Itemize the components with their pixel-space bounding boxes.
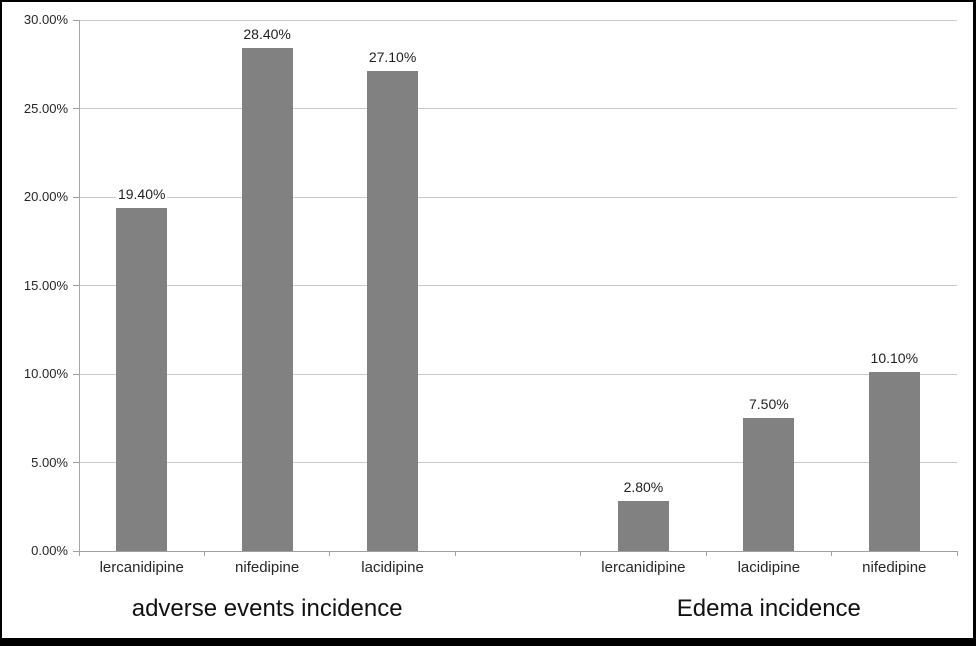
category-label: lacidipine	[361, 559, 424, 576]
bar-nifedipine	[868, 372, 920, 551]
y-axis-tick-label: 5.00%	[31, 454, 68, 470]
y-axis-tick	[73, 108, 79, 109]
y-axis-tick-label: 30.00%	[23, 12, 68, 27]
y-axis-line	[79, 20, 80, 551]
y-axis-tick	[73, 196, 79, 198]
y-axis-tick-label: 10.00%	[23, 366, 68, 381]
value-label-text: 28.40%	[241, 26, 293, 43]
value-label-text: 10.10%	[868, 350, 921, 367]
x-axis-tick	[705, 551, 707, 556]
value-label: 2.80%	[581, 479, 706, 496]
value-label: 7.50%	[706, 396, 831, 413]
category-label: lercanidipine	[601, 559, 686, 576]
gridline	[79, 462, 957, 463]
y-axis-tick-label: 20.00%	[23, 189, 68, 204]
y-axis-tick-label: 15.00%	[23, 277, 68, 293]
category-label: nifedipine	[235, 559, 300, 576]
y-axis-tick	[73, 373, 79, 375]
y-axis-tick	[73, 550, 79, 552]
y-axis-tick-label: 25.00%	[23, 100, 68, 116]
category-label: nifedipine	[862, 559, 927, 576]
value-label: 10.10%	[832, 350, 957, 367]
gridline	[79, 19, 957, 21]
y-axis-tick	[73, 285, 79, 286]
gridline	[79, 373, 957, 375]
value-label-text: 7.50%	[747, 396, 791, 413]
x-axis-tick	[78, 551, 80, 556]
bar-lercanidipine	[116, 207, 168, 551]
y-axis-tick	[73, 462, 79, 463]
value-label: 19.40%	[79, 185, 204, 203]
bar-lacidipine	[367, 71, 419, 551]
value-label-text: 2.80%	[621, 479, 666, 496]
bar-lacidipine	[743, 418, 795, 551]
gridline	[79, 108, 957, 109]
x-axis-tick	[454, 551, 456, 556]
group-label: adverse events incidence	[131, 595, 403, 622]
x-axis-line	[79, 550, 957, 552]
gridline	[79, 196, 957, 198]
value-label: 27.10%	[330, 49, 455, 66]
x-axis-tick	[580, 551, 582, 556]
value-label-text: 27.10%	[366, 49, 419, 66]
value-label-text: 19.40%	[115, 185, 168, 202]
y-axis-tick-label: 0.00%	[31, 543, 68, 558]
x-axis-tick	[329, 551, 331, 556]
bar-nifedipine	[241, 48, 293, 551]
x-axis-tick	[831, 551, 833, 556]
plot-area: 0.00% 5.00% 10.00% 15.00% 20.00% 25.00% 30.00%…	[24, 12, 958, 622]
category-label: lercanidipine	[99, 559, 184, 576]
gridline	[79, 285, 957, 286]
x-axis-tick	[203, 551, 205, 556]
category-label: lacidipine	[737, 559, 801, 576]
group-label: Edema incidence	[676, 595, 861, 622]
y-axis-tick	[73, 19, 79, 21]
bar-lercanidipine	[617, 501, 669, 551]
x-axis-tick	[956, 551, 958, 556]
value-label: 28.40%	[204, 26, 329, 43]
